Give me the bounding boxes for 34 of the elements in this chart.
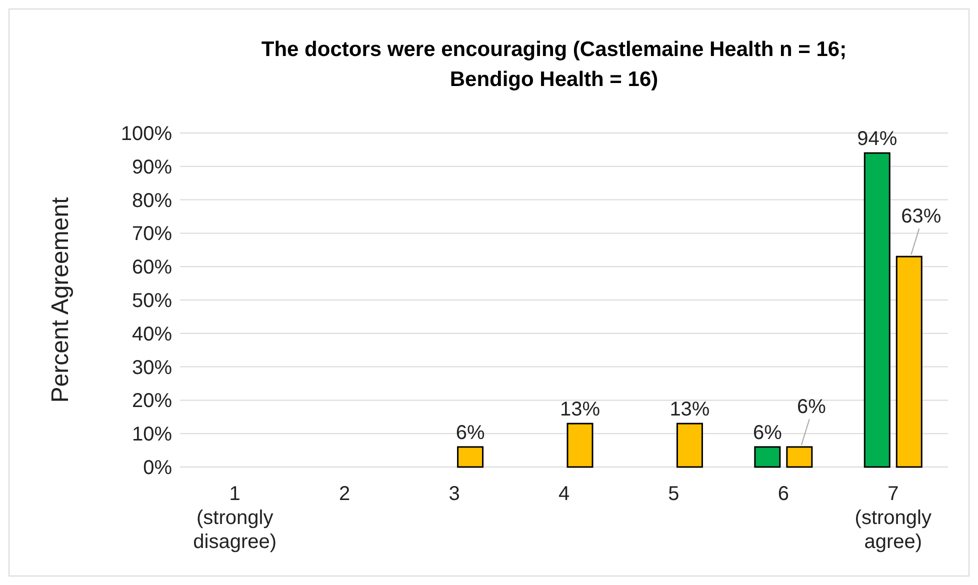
y-tick-label: 10% <box>132 424 172 446</box>
bar <box>457 446 484 468</box>
chart-title: The doctors were encouraging (Castlemaine Health n = 16; Bendigo Health = 16) <box>261 38 847 91</box>
data-label: 6% <box>456 422 485 444</box>
y-axis-title: Percent Agreement <box>47 196 74 403</box>
data-label: 13% <box>670 398 710 421</box>
bar <box>896 256 922 468</box>
x-tick-label: 6 <box>778 483 789 505</box>
y-tick-label: 100% <box>120 123 172 145</box>
bar <box>864 152 890 468</box>
y-tick-label: 0% <box>143 457 172 479</box>
y-tick-label: 20% <box>132 390 172 412</box>
bar <box>786 446 813 468</box>
bar <box>566 422 594 468</box>
y-tick-label: 50% <box>132 290 172 312</box>
data-label: 6% <box>752 422 782 444</box>
data-label: 94% <box>857 128 898 150</box>
y-tick-label: 40% <box>132 323 172 346</box>
x-tick-label: 2 <box>339 483 350 505</box>
x-tick-label: 7 (strongly agree) <box>854 483 932 553</box>
x-tick-label: 4 <box>558 483 570 505</box>
bar <box>676 422 703 468</box>
y-tick-label: 90% <box>132 156 172 178</box>
data-label: 13% <box>560 398 600 421</box>
y-tick-label: 80% <box>132 190 172 212</box>
data-label: 6% <box>796 396 826 418</box>
x-tick-label: 1 (strongly disagree) <box>193 483 277 553</box>
y-tick-label: 60% <box>132 256 172 279</box>
x-tick-label: 3 <box>448 483 460 505</box>
y-tick-label: 30% <box>132 356 172 379</box>
y-tick-label: 70% <box>132 223 172 246</box>
x-tick-label: 5 <box>668 483 680 505</box>
bar <box>754 446 781 468</box>
data-label: 63% <box>901 206 942 228</box>
